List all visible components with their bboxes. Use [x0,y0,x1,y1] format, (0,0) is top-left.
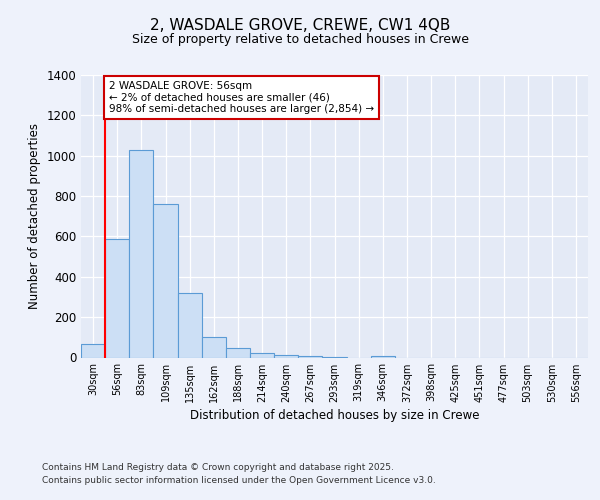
Bar [154,204,178,358]
Text: 2 WASDALE GROVE: 56sqm
← 2% of detached houses are smaller (46)
98% of semi-deta: 2 WASDALE GROVE: 56sqm ← 2% of detached … [109,81,374,114]
Text: 2, WASDALE GROVE, CREWE, CW1 4QB: 2, WASDALE GROVE, CREWE, CW1 4QB [150,18,450,32]
Bar [105,240,129,358]
Text: Contains public sector information licensed under the Open Government Licence v3: Contains public sector information licen… [42,476,436,485]
Y-axis label: Number of detached properties: Number of detached properties [28,123,41,309]
Text: Contains HM Land Registry data © Crown copyright and database right 2025.: Contains HM Land Registry data © Crown c… [42,462,394,471]
Bar [226,348,250,358]
Bar [371,356,395,358]
Bar [81,344,105,358]
X-axis label: Distribution of detached houses by size in Crewe: Distribution of detached houses by size … [190,408,479,422]
Bar [202,338,226,357]
Bar [178,293,202,358]
Bar [298,356,322,358]
Bar [129,150,154,358]
Text: Size of property relative to detached houses in Crewe: Size of property relative to detached ho… [131,32,469,46]
Bar [250,354,274,358]
Bar [274,356,298,358]
